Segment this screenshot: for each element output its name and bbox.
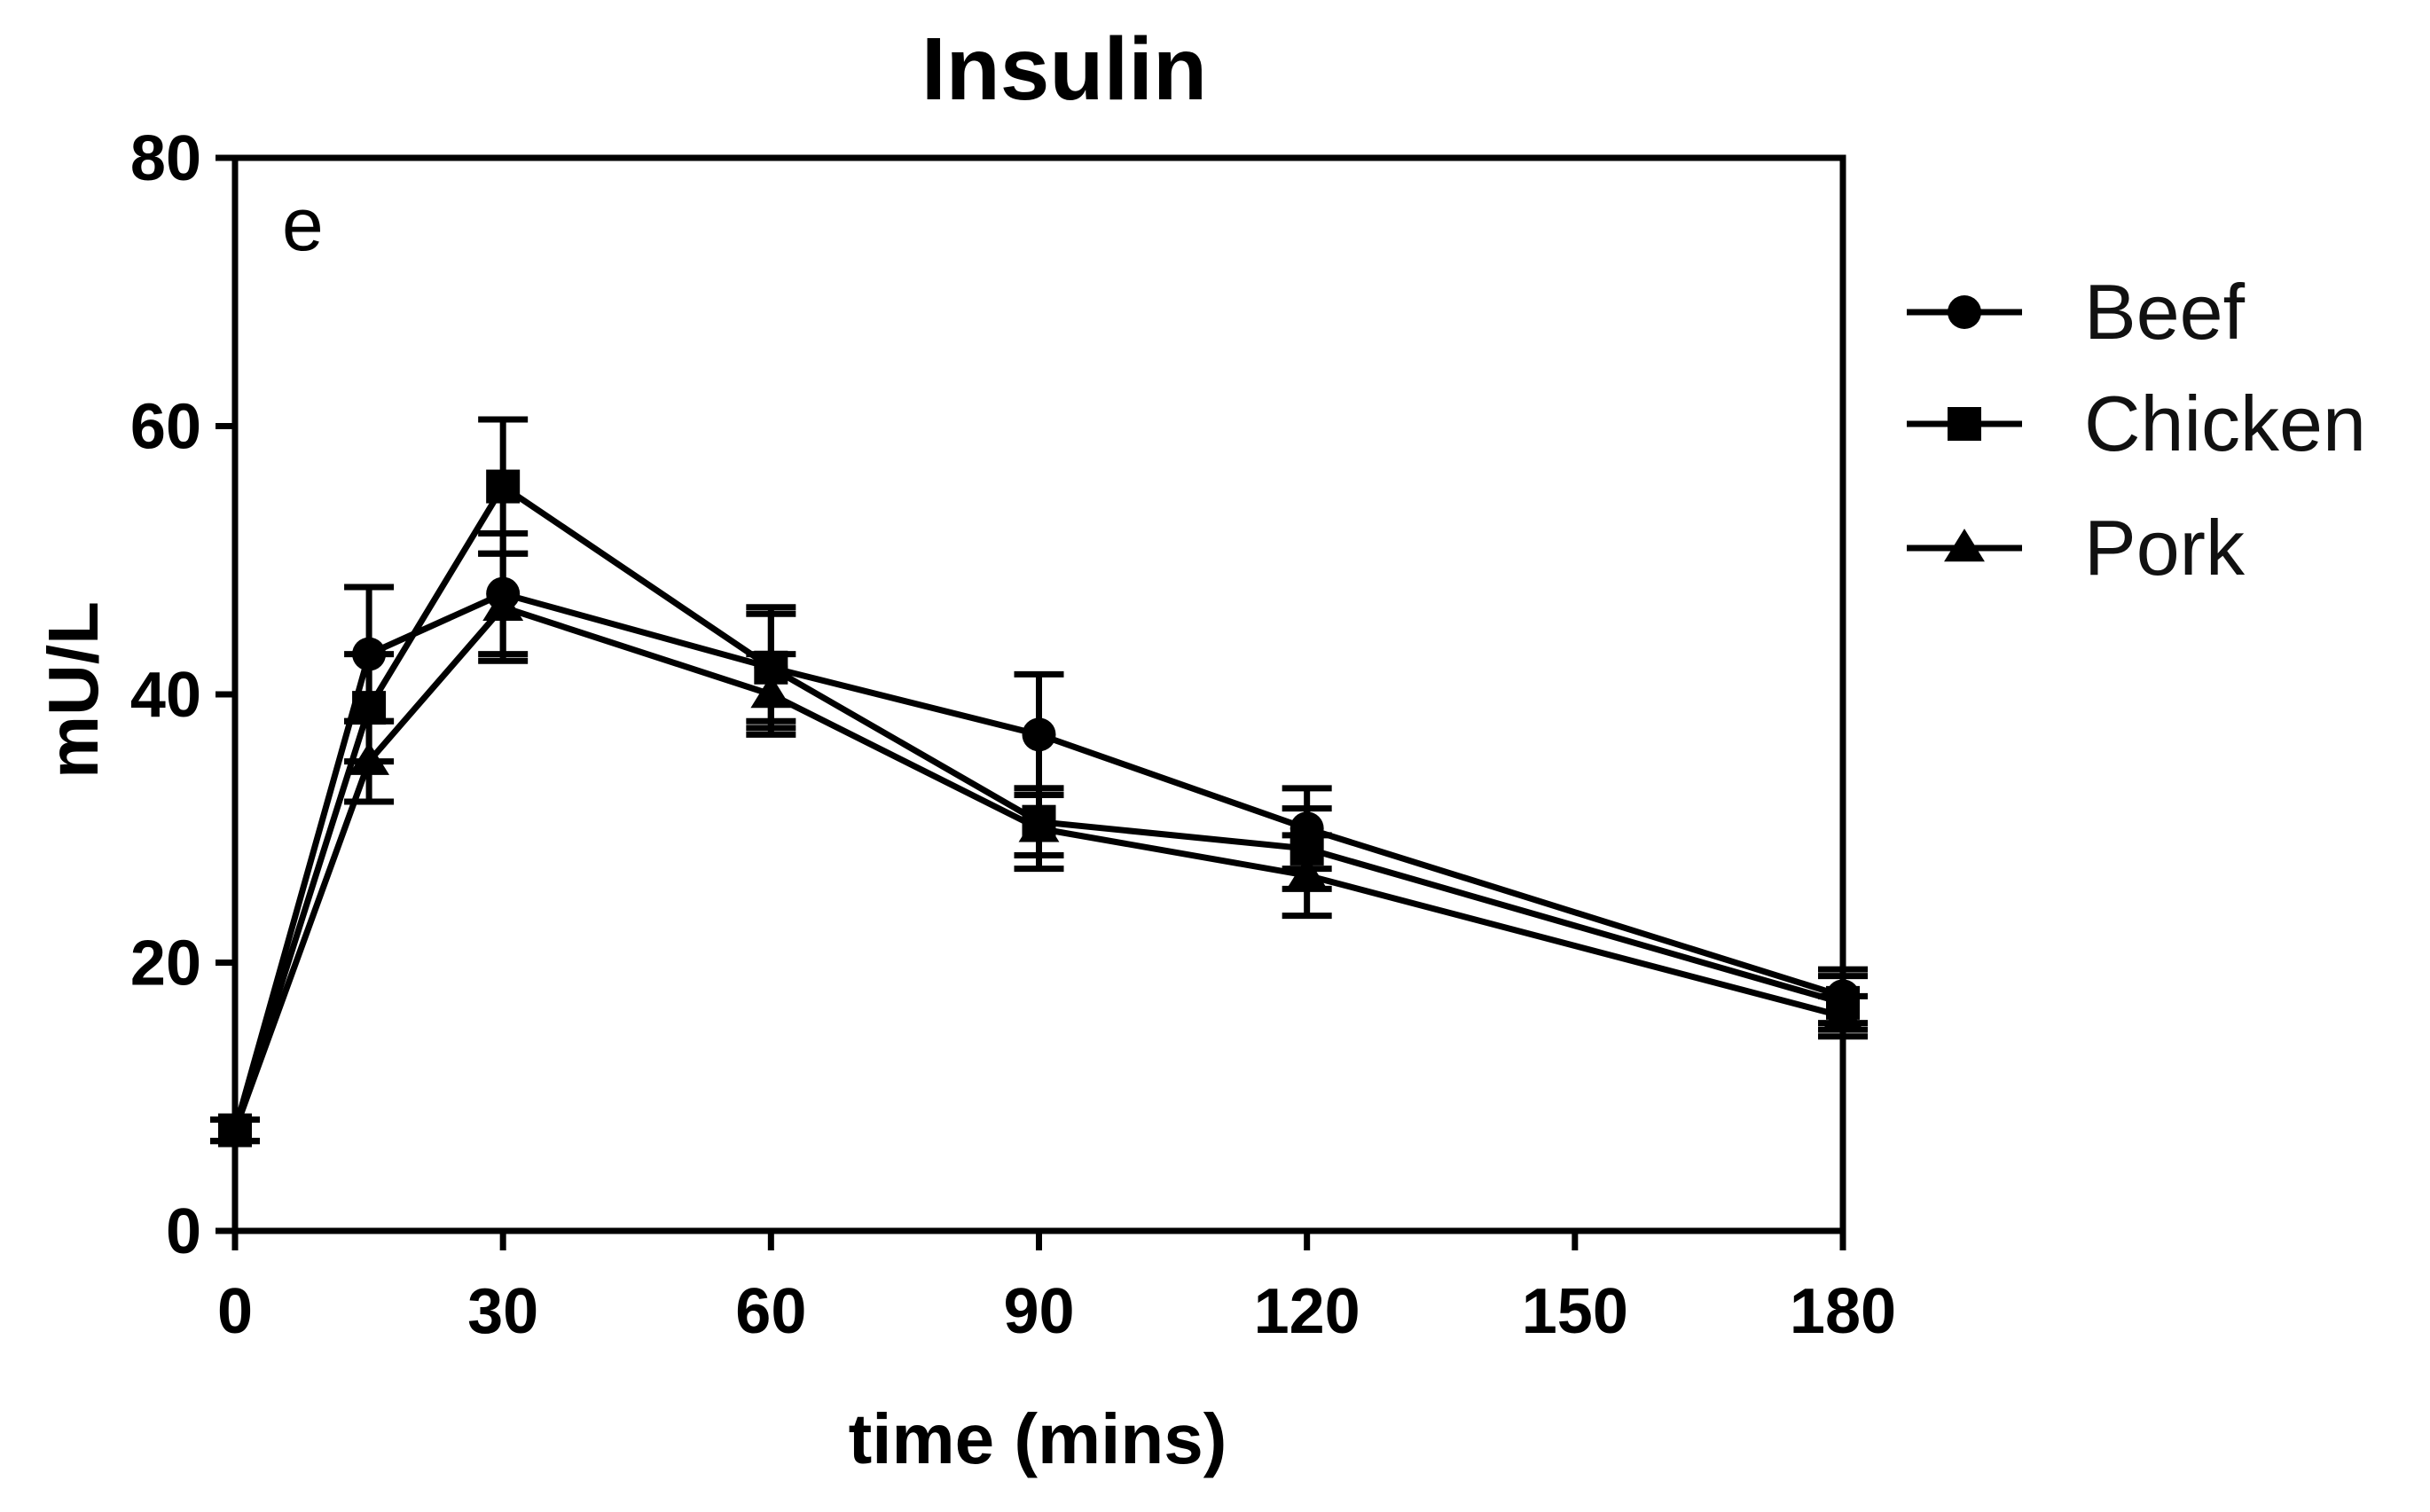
- pork-point: [1286, 856, 1328, 889]
- y-tick-label: 0: [166, 1196, 201, 1267]
- legend-item-pork: Pork: [1907, 504, 2246, 591]
- x-tick-label: 30: [467, 1276, 538, 1347]
- pork-point: [750, 675, 792, 709]
- y-tick-label: 40: [130, 660, 201, 731]
- x-tick-label: 60: [735, 1276, 806, 1347]
- legend-label: Pork: [2084, 504, 2246, 591]
- axes: 0 20 40 60 80 0 30 60 90 120 150 180: [130, 123, 1896, 1347]
- legend-circle-marker: [1948, 295, 1981, 329]
- x-tick-label: 150: [1522, 1276, 1628, 1347]
- x-tick-label: 180: [1790, 1276, 1896, 1347]
- legend: Beef Chicken Pork: [1907, 268, 2366, 591]
- legend-item-beef: Beef: [1907, 268, 2246, 356]
- x-tick-label: 120: [1254, 1276, 1360, 1347]
- legend-item-chicken: Chicken: [1907, 380, 2366, 467]
- series-pork: [210, 550, 1868, 1145]
- x-tick-label: 90: [1003, 1276, 1074, 1347]
- beef-point: [1022, 717, 1056, 752]
- pork-point: [215, 1110, 255, 1144]
- pork-point: [1018, 809, 1060, 842]
- legend-label: Beef: [2084, 268, 2246, 356]
- x-tick-label: 0: [217, 1276, 253, 1347]
- legend-square-marker: [1948, 407, 1981, 441]
- legend-label: Chicken: [2084, 380, 2366, 467]
- y-tick-label: 60: [130, 392, 201, 463]
- chart-title: Insulin: [921, 20, 1207, 119]
- y-axis-label: mU/L: [34, 601, 113, 779]
- y-tick-label: 80: [130, 123, 201, 194]
- y-tick-label: 20: [130, 928, 201, 999]
- pork-point: [349, 741, 390, 775]
- x-axis-label: time (mins): [849, 1399, 1227, 1478]
- pork-point: [482, 587, 524, 621]
- legend-triangle-marker: [1944, 529, 1985, 562]
- panel-label: e: [282, 183, 324, 266]
- pork-point: [1822, 997, 1863, 1030]
- chicken-point: [486, 469, 521, 504]
- series-layer: [210, 416, 1868, 1148]
